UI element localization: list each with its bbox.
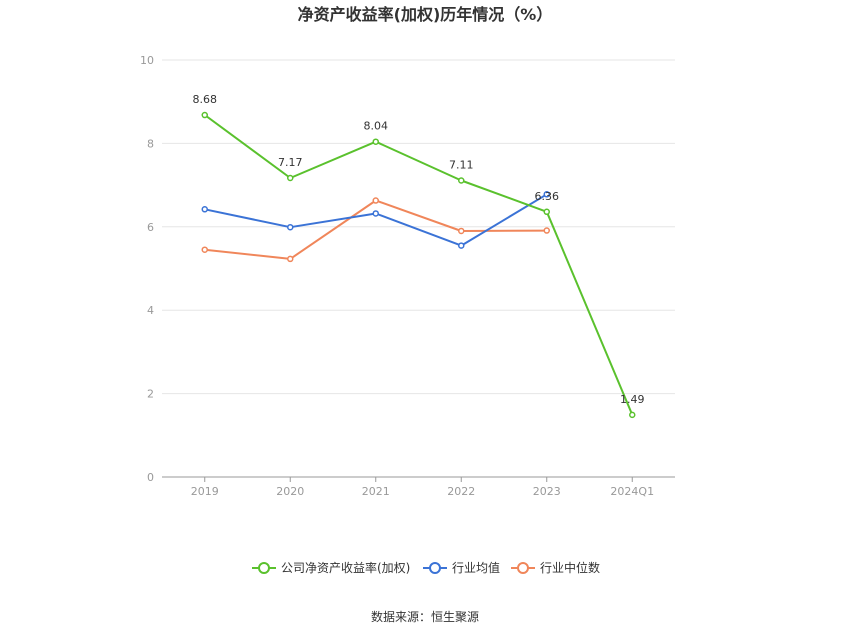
x-tick-label: 2024Q1 [610,485,654,498]
data-label: 7.11 [449,159,474,172]
data-point[interactable] [201,111,208,119]
series-layer [201,111,636,419]
legend-label: 行业中位数 [540,560,600,575]
y-tick-label: 8 [147,137,154,150]
y-axis: 0 2 4 6 8 10 [140,54,154,484]
data-label: 8.68 [193,93,218,106]
data-point[interactable] [372,138,379,145]
legend-item-2[interactable]: 行业中位数 [511,560,600,575]
data-label: 7.17 [278,156,303,169]
legend-marker [258,562,270,574]
data-point[interactable] [458,177,465,184]
legend-label: 行业均值 [452,560,500,575]
data-point[interactable] [287,174,294,182]
data-point[interactable] [287,255,294,263]
legend-marker [429,562,441,574]
grid [162,59,675,395]
data-point[interactable] [372,210,379,217]
data-point[interactable] [543,208,550,216]
legend: 公司净资产收益率(加权) 行业均值 行业中位数 [252,560,600,575]
data-label: 6.36 [535,190,560,203]
legend-marker [517,562,529,574]
data-point[interactable] [287,223,294,231]
x-tick-label: 2023 [533,485,561,498]
series-line-2 [204,199,547,260]
legend-item-0[interactable]: 公司净资产收益率(加权) [252,560,410,575]
source-text: 数据来源：恒生聚源 [371,609,479,624]
data-point[interactable] [543,191,550,198]
y-tick-label: 2 [147,388,154,401]
data-point[interactable] [372,197,379,204]
x-tick-label: 2022 [447,485,475,498]
data-point[interactable] [458,242,465,249]
legend-item-1[interactable]: 行业均值 [423,560,500,575]
series-line-0 [204,114,634,416]
data-point[interactable] [201,206,208,213]
x-tick-label: 2019 [191,485,219,498]
data-labels: 8.68 7.17 8.04 7.11 6.36 1.49 [193,93,645,406]
data-point[interactable] [201,246,208,253]
chart-title: 净资产收益率(加权)历年情况（%） [298,5,553,24]
x-axis: 2019 2020 2021 2022 2023 2024Q1 [162,476,675,498]
y-tick-label: 4 [147,304,154,317]
data-label: 8.04 [364,120,389,133]
y-tick-label: 6 [147,221,154,234]
x-tick-label: 2020 [276,485,304,498]
x-tick-label: 2021 [362,485,390,498]
y-tick-label: 0 [147,471,154,484]
data-point[interactable] [458,227,465,235]
data-label: 1.49 [620,393,645,406]
data-point[interactable] [629,411,636,419]
legend-label: 公司净资产收益率(加权) [281,560,410,575]
y-tick-label: 10 [140,54,154,67]
data-point[interactable] [543,227,550,234]
